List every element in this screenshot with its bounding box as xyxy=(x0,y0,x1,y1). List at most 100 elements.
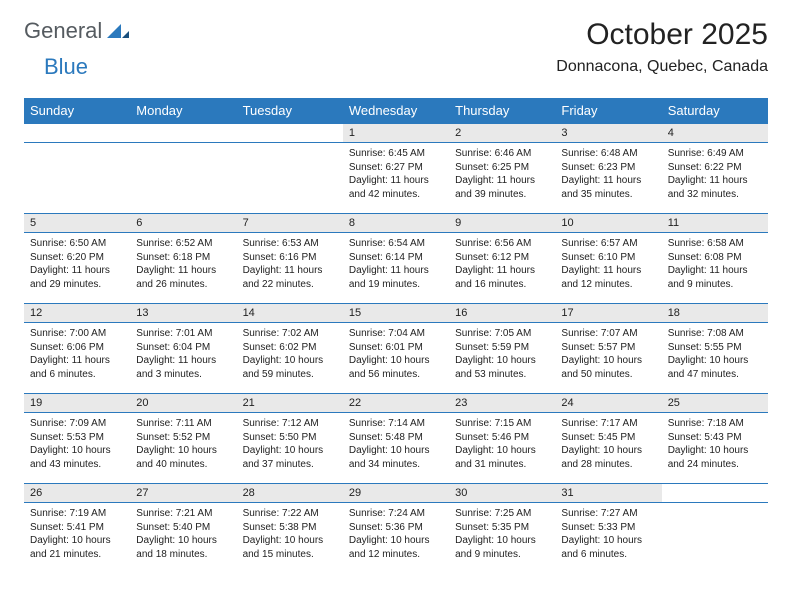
sunrise-text: Sunrise: 7:24 AM xyxy=(349,507,443,521)
daylight-text: Daylight: 10 hours xyxy=(455,534,549,548)
sunset-text: Sunset: 5:57 PM xyxy=(561,341,655,355)
sunrise-text: Sunrise: 6:46 AM xyxy=(455,147,549,161)
daylight-text: and 12 minutes. xyxy=(561,278,655,292)
sunrise-text: Sunrise: 7:14 AM xyxy=(349,417,443,431)
sunset-text: Sunset: 6:27 PM xyxy=(349,161,443,175)
sunset-text: Sunset: 6:22 PM xyxy=(668,161,762,175)
day-detail-cell xyxy=(24,143,130,214)
day-number-cell: 18 xyxy=(662,304,768,323)
day-number-cell: 30 xyxy=(449,484,555,503)
day-number-cell: 6 xyxy=(130,214,236,233)
weekday-header: Thursday xyxy=(449,98,555,124)
day-detail-cell: Sunrise: 7:14 AMSunset: 5:48 PMDaylight:… xyxy=(343,413,449,484)
daylight-text: Daylight: 11 hours xyxy=(243,264,337,278)
day-detail-cell: Sunrise: 7:04 AMSunset: 6:01 PMDaylight:… xyxy=(343,323,449,394)
sunrise-text: Sunrise: 6:58 AM xyxy=(668,237,762,251)
weekday-header: Tuesday xyxy=(237,98,343,124)
daylight-text: and 47 minutes. xyxy=(668,368,762,382)
day-number: 12 xyxy=(30,307,42,319)
day-number-cell: 7 xyxy=(237,214,343,233)
day-number-cell: 31 xyxy=(555,484,661,503)
daylight-text: and 37 minutes. xyxy=(243,458,337,472)
day-number: 7 xyxy=(243,217,249,229)
weekday-header: Friday xyxy=(555,98,661,124)
day-number: 27 xyxy=(136,487,148,499)
day-number: 13 xyxy=(136,307,148,319)
day-number: 2 xyxy=(455,127,461,139)
day-number-cell: 27 xyxy=(130,484,236,503)
daylight-text: and 9 minutes. xyxy=(668,278,762,292)
daylight-text: Daylight: 10 hours xyxy=(30,534,124,548)
day-number-row: 567891011 xyxy=(24,214,768,233)
daylight-text: and 59 minutes. xyxy=(243,368,337,382)
day-number-cell: 26 xyxy=(24,484,130,503)
daylight-text: Daylight: 10 hours xyxy=(349,444,443,458)
logo-text-general: General xyxy=(24,18,102,44)
daylight-text: Daylight: 11 hours xyxy=(561,264,655,278)
daylight-text: Daylight: 11 hours xyxy=(136,354,230,368)
day-number-cell: 13 xyxy=(130,304,236,323)
daylight-text: and 42 minutes. xyxy=(349,188,443,202)
sunrise-text: Sunrise: 7:04 AM xyxy=(349,327,443,341)
daylight-text: and 29 minutes. xyxy=(30,278,124,292)
daylight-text: Daylight: 10 hours xyxy=(349,354,443,368)
day-number: 30 xyxy=(455,487,467,499)
sunrise-text: Sunrise: 7:18 AM xyxy=(668,417,762,431)
weekday-header: Monday xyxy=(130,98,236,124)
daylight-text: Daylight: 10 hours xyxy=(243,444,337,458)
sunset-text: Sunset: 5:45 PM xyxy=(561,431,655,445)
day-detail-cell xyxy=(662,503,768,574)
day-detail-row: Sunrise: 7:00 AMSunset: 6:06 PMDaylight:… xyxy=(24,323,768,394)
sunrise-text: Sunrise: 6:56 AM xyxy=(455,237,549,251)
sunset-text: Sunset: 5:48 PM xyxy=(349,431,443,445)
sunrise-text: Sunrise: 7:15 AM xyxy=(455,417,549,431)
day-number: 26 xyxy=(30,487,42,499)
daylight-text: and 53 minutes. xyxy=(455,368,549,382)
daylight-text: and 31 minutes. xyxy=(455,458,549,472)
daylight-text: Daylight: 11 hours xyxy=(349,264,443,278)
daylight-text: and 34 minutes. xyxy=(349,458,443,472)
day-detail-cell: Sunrise: 7:00 AMSunset: 6:06 PMDaylight:… xyxy=(24,323,130,394)
sunset-text: Sunset: 5:55 PM xyxy=(668,341,762,355)
sunset-text: Sunset: 6:12 PM xyxy=(455,251,549,265)
day-number-cell: 25 xyxy=(662,394,768,413)
sunset-text: Sunset: 5:36 PM xyxy=(349,521,443,535)
day-number-cell: 28 xyxy=(237,484,343,503)
day-detail-cell: Sunrise: 7:27 AMSunset: 5:33 PMDaylight:… xyxy=(555,503,661,574)
sunset-text: Sunset: 6:23 PM xyxy=(561,161,655,175)
day-detail-cell: Sunrise: 7:02 AMSunset: 6:02 PMDaylight:… xyxy=(237,323,343,394)
daylight-text: Daylight: 11 hours xyxy=(668,174,762,188)
day-detail-cell: Sunrise: 6:56 AMSunset: 6:12 PMDaylight:… xyxy=(449,233,555,304)
daylight-text: and 18 minutes. xyxy=(136,548,230,562)
day-number: 5 xyxy=(30,217,36,229)
sunrise-text: Sunrise: 7:01 AM xyxy=(136,327,230,341)
day-number-cell: 5 xyxy=(24,214,130,233)
sunrise-text: Sunrise: 7:21 AM xyxy=(136,507,230,521)
day-number-cell: 10 xyxy=(555,214,661,233)
sunset-text: Sunset: 5:52 PM xyxy=(136,431,230,445)
sunrise-text: Sunrise: 6:49 AM xyxy=(668,147,762,161)
daylight-text: and 26 minutes. xyxy=(136,278,230,292)
day-number: 8 xyxy=(349,217,355,229)
sunrise-text: Sunrise: 7:12 AM xyxy=(243,417,337,431)
sunrise-text: Sunrise: 6:52 AM xyxy=(136,237,230,251)
sunrise-text: Sunrise: 7:17 AM xyxy=(561,417,655,431)
sunset-text: Sunset: 5:53 PM xyxy=(30,431,124,445)
sunrise-text: Sunrise: 7:07 AM xyxy=(561,327,655,341)
sunrise-text: Sunrise: 7:25 AM xyxy=(455,507,549,521)
daylight-text: Daylight: 10 hours xyxy=(561,444,655,458)
day-detail-cell: Sunrise: 6:45 AMSunset: 6:27 PMDaylight:… xyxy=(343,143,449,214)
day-number-cell: 12 xyxy=(24,304,130,323)
daylight-text: and 6 minutes. xyxy=(30,368,124,382)
day-detail-cell: Sunrise: 6:53 AMSunset: 6:16 PMDaylight:… xyxy=(237,233,343,304)
day-number-row: 19202122232425 xyxy=(24,394,768,413)
daylight-text: and 3 minutes. xyxy=(136,368,230,382)
daylight-text: Daylight: 11 hours xyxy=(455,174,549,188)
daylight-text: Daylight: 10 hours xyxy=(243,354,337,368)
daylight-text: Daylight: 10 hours xyxy=(455,444,549,458)
day-number-cell: 16 xyxy=(449,304,555,323)
day-number: 23 xyxy=(455,397,467,409)
day-number-cell: 11 xyxy=(662,214,768,233)
sunset-text: Sunset: 5:35 PM xyxy=(455,521,549,535)
daylight-text: Daylight: 11 hours xyxy=(30,264,124,278)
